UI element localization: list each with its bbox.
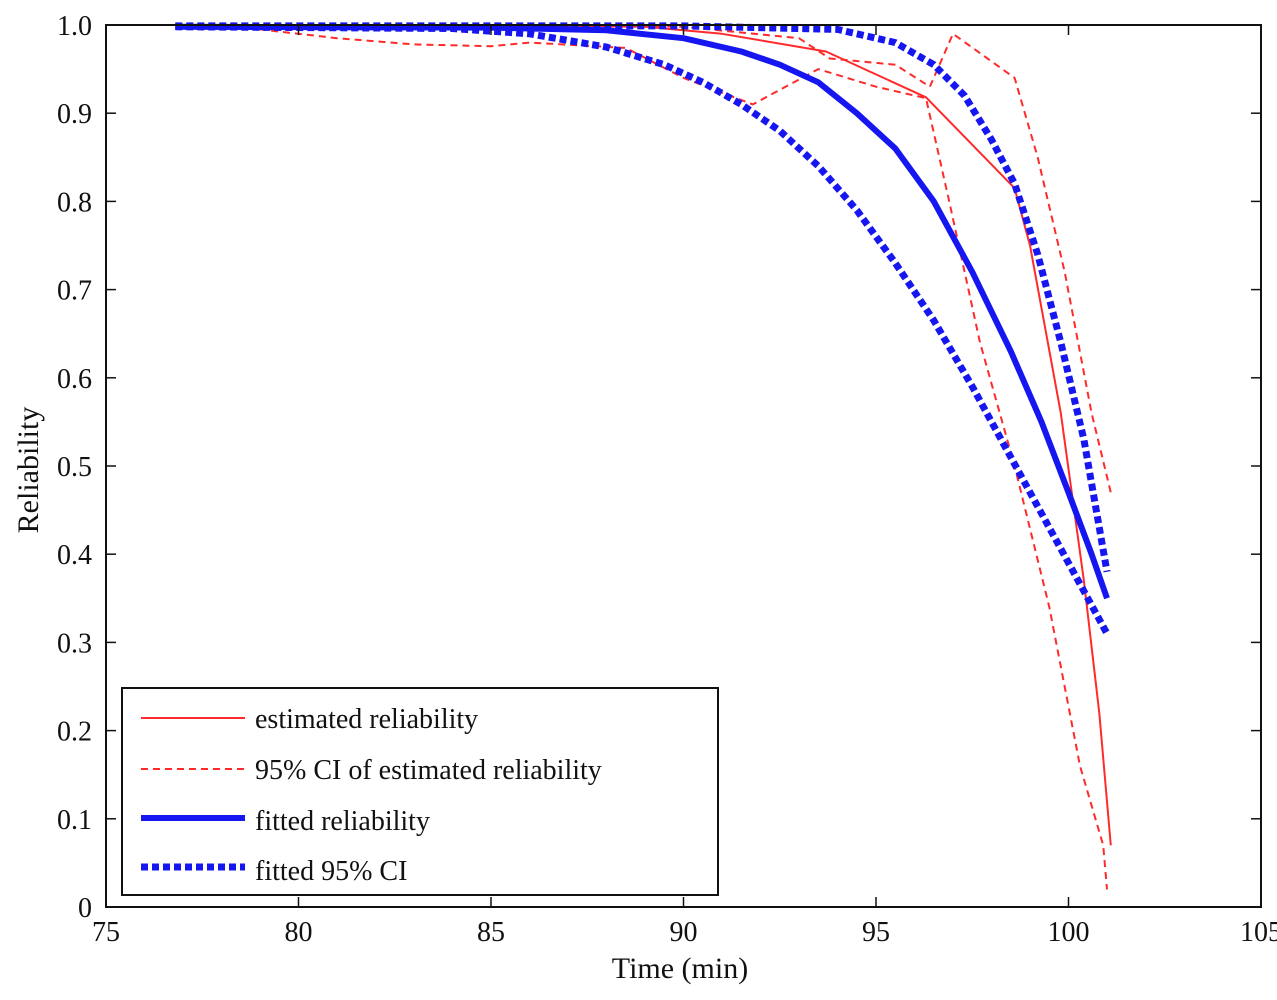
- y-tick-label: 0.1: [57, 805, 92, 836]
- legend-label-fitted-ci: fitted 95% CI: [255, 856, 407, 887]
- y-tick-label: 0.8: [57, 187, 92, 218]
- y-axis-label: Reliability: [12, 407, 45, 534]
- y-tick-label: 0.5: [57, 452, 92, 483]
- x-tick-label: 105: [1240, 917, 1277, 948]
- y-tick-label: 0.4: [57, 540, 92, 571]
- y-tick-label: 0.7: [57, 276, 92, 307]
- x-tick-label: 85: [477, 917, 505, 948]
- legend-label-estimated-reliability: estimated reliability: [255, 704, 478, 735]
- y-tick-label: 0.2: [57, 717, 92, 748]
- y-tick-label: 0.3: [57, 628, 92, 659]
- plot-frame: [105, 24, 1262, 908]
- series-line-95-ci-lower-of-estimated-reliability: [175, 24, 1108, 890]
- x-tick-label: 75: [92, 917, 120, 948]
- legend-box: [121, 687, 719, 896]
- y-tick-label: 0.6: [57, 364, 92, 395]
- x-tick-label: 90: [670, 917, 698, 948]
- x-axis-label: Time (min): [612, 952, 748, 985]
- y-tick-label: 0.9: [57, 99, 92, 130]
- legend-label-estimated-ci: 95% CI of estimated reliability: [255, 755, 602, 786]
- series-line-fitted-95-ci-upper: [175, 22, 1111, 573]
- x-tick-label: 80: [285, 917, 313, 948]
- y-tick-label: 1.0: [57, 11, 92, 42]
- legend-label-fitted-reliability: fitted reliability: [255, 806, 430, 837]
- y-tick-label: 0: [78, 893, 92, 924]
- x-tick-label: 100: [1048, 917, 1090, 948]
- x-tick-label: 95: [862, 917, 890, 948]
- legend: estimated reliability 95% CI of estimate…: [121, 687, 719, 896]
- ticks-layer: 75 80 85 90 95 100 105 0 0.1 0.2 0.3 0.4 0.5 0.6 0.7 0.…: [57, 11, 1277, 948]
- series-line-fitted-reliability: [175, 23, 1110, 600]
